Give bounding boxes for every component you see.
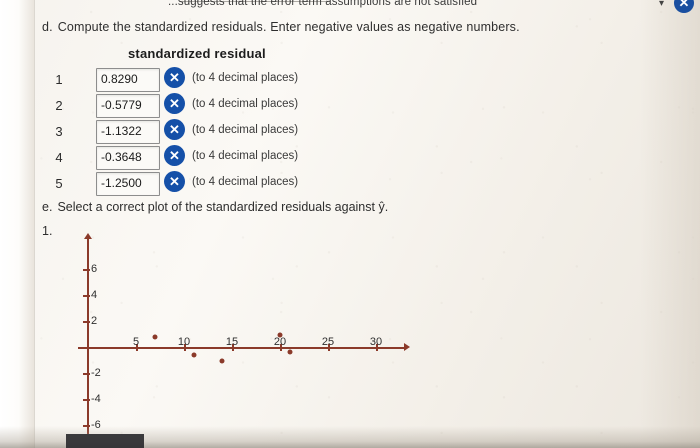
x-tick-label-15: 15 [225, 336, 239, 348]
row-index: 3 [55, 124, 63, 139]
y-tick [83, 399, 90, 401]
y-tick-label-6: 6 [91, 263, 98, 275]
incorrect-icon-1: ✕ [164, 67, 185, 88]
part-e-prompt: e. Select a correct plot of the standardi… [42, 200, 388, 214]
x-tick-label-25: 25 [321, 336, 335, 348]
incorrect-icon-3: ✕ [164, 119, 185, 140]
residual-input-3[interactable]: -1.1322 [96, 120, 160, 144]
y-tick [83, 425, 90, 427]
x-tick-label-20: 20 [273, 336, 287, 348]
scatter-point-1 [152, 334, 158, 340]
x-tick-label-10: 10 [177, 336, 191, 348]
row-index: 2 [55, 98, 63, 113]
residual-value-2: -0.5779 [101, 98, 142, 112]
x-tick [184, 344, 186, 351]
y-tick-label-neg4: -4 [91, 393, 101, 405]
y-tick [83, 269, 90, 271]
part-d-text: Compute the standardized residuals. Ente… [57, 20, 520, 34]
y-tick [83, 373, 90, 375]
y-tick-label-neg6: -6 [91, 419, 101, 431]
top-divider [180, 1, 330, 2]
part-e-text: Select a correct plot of the standardize… [57, 200, 389, 214]
residual-input-1[interactable]: 0.8290 [96, 68, 160, 92]
decimal-hint-5: (to 4 decimal places) [192, 176, 299, 188]
incorrect-icon-5: ✕ [164, 171, 185, 192]
y-axis [87, 238, 89, 434]
scatter-point-5 [287, 349, 293, 355]
y-tick [83, 295, 90, 297]
scatter-point-4 [277, 332, 283, 338]
part-e-letter: e. [42, 200, 53, 214]
decimal-hint-4: (to 4 decimal places) [192, 150, 299, 162]
residual-value-1: 0.8290 [101, 72, 138, 86]
page-bottom-shadow [0, 426, 700, 448]
scatter-point-2 [191, 352, 197, 358]
chevron-down-icon[interactable]: ▾ [658, 0, 664, 9]
decimal-hint-1: (to 4 decimal places) [192, 72, 299, 84]
incorrect-icon-2: ✕ [164, 93, 185, 114]
x-tick [328, 344, 330, 351]
y-tick [83, 321, 90, 323]
incorrect-icon-4: ✕ [164, 145, 185, 166]
x-tick [376, 344, 378, 351]
x-tick-label-5: 5 [132, 336, 140, 348]
status-badge-incorrect: ✕ [674, 0, 694, 13]
residual-value-4: -0.3648 [101, 150, 142, 164]
x-tick [280, 344, 282, 351]
plot-option-label-1: 1. [42, 224, 53, 238]
column-header-standardized-residual: standardized residual [128, 46, 266, 61]
part-d-prompt: d. Compute the standardized residuals. En… [42, 20, 520, 34]
x-tick [136, 344, 138, 351]
x-axis-arrow [404, 343, 410, 351]
page-right-shadow [640, 0, 700, 448]
page-left-edge [0, 0, 35, 448]
residual-input-2[interactable]: -0.5779 [96, 94, 160, 118]
decimal-hint-3: (to 4 decimal places) [192, 124, 299, 136]
row-index: 4 [55, 150, 63, 165]
y-tick-label-neg2: -2 [91, 367, 101, 379]
y-tick-label-4: 4 [91, 289, 98, 301]
residual-input-4[interactable]: -0.3648 [96, 146, 160, 170]
scatter-point-3 [219, 358, 225, 364]
y-axis-arrow [84, 233, 92, 239]
bottom-dark-bar [66, 434, 144, 448]
x-axis [78, 347, 406, 349]
top-banner-text: ...suggests that the error term assumpti… [168, 0, 478, 8]
y-tick-label-2: 2 [91, 315, 98, 327]
row-index: 5 [55, 176, 63, 191]
residual-value-3: -1.1322 [101, 124, 142, 138]
residual-scatter-plot[interactable]: 6 4 2 -2 -4 -6 5 10 15 20 25 30 [78, 233, 423, 438]
part-d-letter: d. [42, 20, 53, 34]
residual-input-5[interactable]: -1.2500 [96, 172, 160, 196]
row-index: 1 [55, 72, 63, 87]
decimal-hint-2: (to 4 decimal places) [192, 98, 299, 110]
top-banner: ...suggests that the error term assumpti… [168, 0, 700, 18]
x-tick [232, 344, 234, 351]
x-tick-label-30: 30 [369, 336, 383, 348]
residual-value-5: -1.2500 [101, 176, 142, 190]
